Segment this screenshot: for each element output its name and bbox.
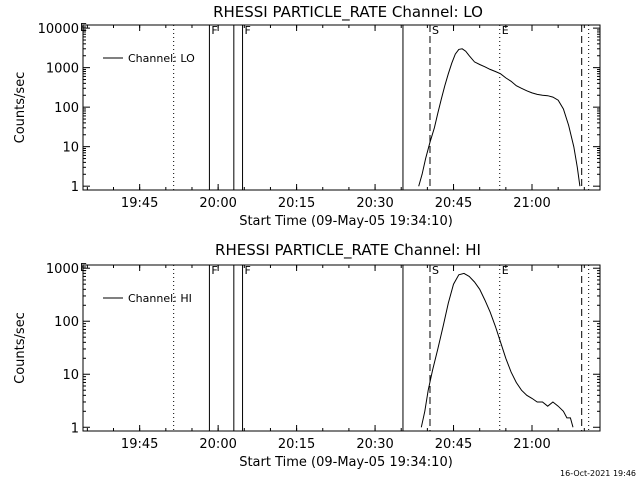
x-tick-label: 20:45 (435, 196, 472, 211)
data-line (420, 272, 574, 428)
lo-channel-panel: RHESSI PARTICLE_RATE Channel: LO F F S E E 1… (13, 3, 601, 229)
event-markers: F F S EE (80, 261, 590, 431)
y-tick-label: 100 (54, 101, 79, 116)
x-tick-label: 20:45 (435, 437, 472, 452)
y-tick-label: 10 (62, 141, 79, 156)
plot-frame (82, 24, 601, 191)
event-markers: F F S EE (80, 21, 590, 190)
x-axis-label: Start Time (09-May-05 19:34:10) (239, 455, 453, 470)
y-tick-label: 10000 (38, 22, 79, 37)
legend: Channel: LO (103, 52, 195, 65)
x-tick-label: 20:00 (199, 437, 236, 452)
x-tick-label: 20:15 (278, 196, 315, 211)
data-line (418, 48, 581, 187)
y-tick-label: 100 (54, 315, 79, 330)
event-marker-label: S (432, 264, 439, 277)
x-tick-label: 20:15 (278, 437, 315, 452)
x-tick-label: 21:00 (513, 437, 550, 452)
legend-label: Channel: HI (128, 292, 192, 305)
hi-channel-panel: RHESSI PARTICLE_RATE Channel: HI F F S E E 1… (13, 241, 601, 470)
y-tick-label: 1000 (46, 262, 79, 277)
legend: Channel: HI (103, 292, 192, 305)
plot-frame (82, 264, 601, 432)
x-tick-label: 19:45 (121, 196, 158, 211)
timestamp: 16-Oct-2021 19:46 (560, 469, 636, 478)
chart-title: RHESSI PARTICLE_RATE Channel: HI (215, 241, 481, 260)
x-axis-label: Start Time (09-May-05 19:34:10) (239, 214, 453, 229)
event-marker-label: E (502, 264, 509, 277)
edge-marker-label: E (80, 261, 87, 274)
event-marker-label: F (245, 24, 251, 37)
x-tick-label: 20:30 (356, 196, 393, 211)
axis-ticks: 19:45 20:00 20:15 20:30 20:45 21:00 1 10 100 1000 (46, 262, 600, 452)
event-marker-label: F (211, 264, 217, 277)
x-tick-label: 20:00 (199, 196, 236, 211)
y-axis-label: Counts/sec (13, 72, 28, 144)
x-tick-label: 20:30 (356, 437, 393, 452)
event-marker-label: F (245, 264, 251, 277)
event-marker-label: E (502, 24, 509, 37)
y-tick-label: 1 (71, 180, 79, 195)
y-tick-label: 1 (71, 421, 79, 436)
data-series (420, 272, 574, 428)
chart-title: RHESSI PARTICLE_RATE Channel: LO (213, 3, 483, 22)
y-axis-label: Counts/sec (13, 312, 28, 384)
y-tick-label: 1000 (46, 62, 79, 77)
y-tick-label: 10 (62, 368, 79, 383)
legend-label: Channel: LO (128, 52, 195, 65)
x-tick-label: 21:00 (513, 196, 550, 211)
data-series (418, 48, 581, 187)
edge-marker-label: E (80, 21, 87, 34)
axis-ticks: 19:45 20:00 20:15 20:30 20:45 21:00 1 10 100 1000… (38, 22, 600, 211)
x-tick-label: 19:45 (121, 437, 158, 452)
event-marker-label: F (211, 24, 217, 37)
event-marker-label: S (432, 24, 439, 37)
